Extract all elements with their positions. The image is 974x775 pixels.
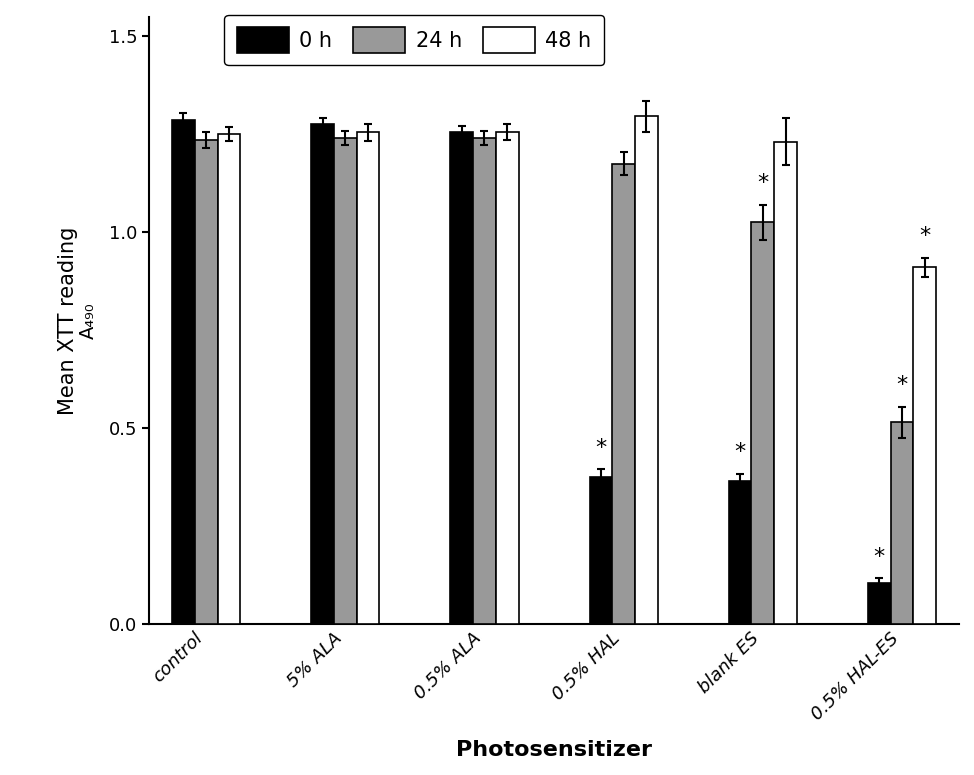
Bar bbox=[729, 481, 752, 624]
Bar bbox=[311, 124, 334, 624]
Text: *: * bbox=[595, 438, 607, 457]
Bar bbox=[868, 583, 890, 624]
Bar bbox=[613, 164, 635, 624]
Text: Mean XTT reading: Mean XTT reading bbox=[58, 226, 78, 415]
Bar bbox=[752, 222, 774, 624]
Bar bbox=[217, 134, 241, 624]
Text: *: * bbox=[874, 546, 885, 567]
Bar bbox=[450, 133, 473, 624]
Legend: 0 h, 24 h, 48 h: 0 h, 24 h, 48 h bbox=[224, 15, 604, 65]
Bar bbox=[496, 133, 519, 624]
Bar bbox=[635, 116, 657, 624]
Bar bbox=[589, 477, 613, 624]
Bar bbox=[334, 138, 356, 624]
Bar bbox=[774, 142, 797, 624]
Bar bbox=[172, 120, 195, 624]
X-axis label: Photosensitizer: Photosensitizer bbox=[456, 740, 652, 760]
Text: *: * bbox=[919, 226, 930, 246]
Text: A₄₉₀: A₄₉₀ bbox=[79, 302, 98, 339]
Bar bbox=[195, 140, 217, 624]
Text: *: * bbox=[757, 173, 768, 193]
Bar bbox=[473, 138, 496, 624]
Bar bbox=[914, 267, 936, 624]
Text: *: * bbox=[734, 443, 746, 462]
Bar bbox=[356, 133, 380, 624]
Text: *: * bbox=[896, 375, 908, 394]
Bar bbox=[890, 422, 914, 624]
